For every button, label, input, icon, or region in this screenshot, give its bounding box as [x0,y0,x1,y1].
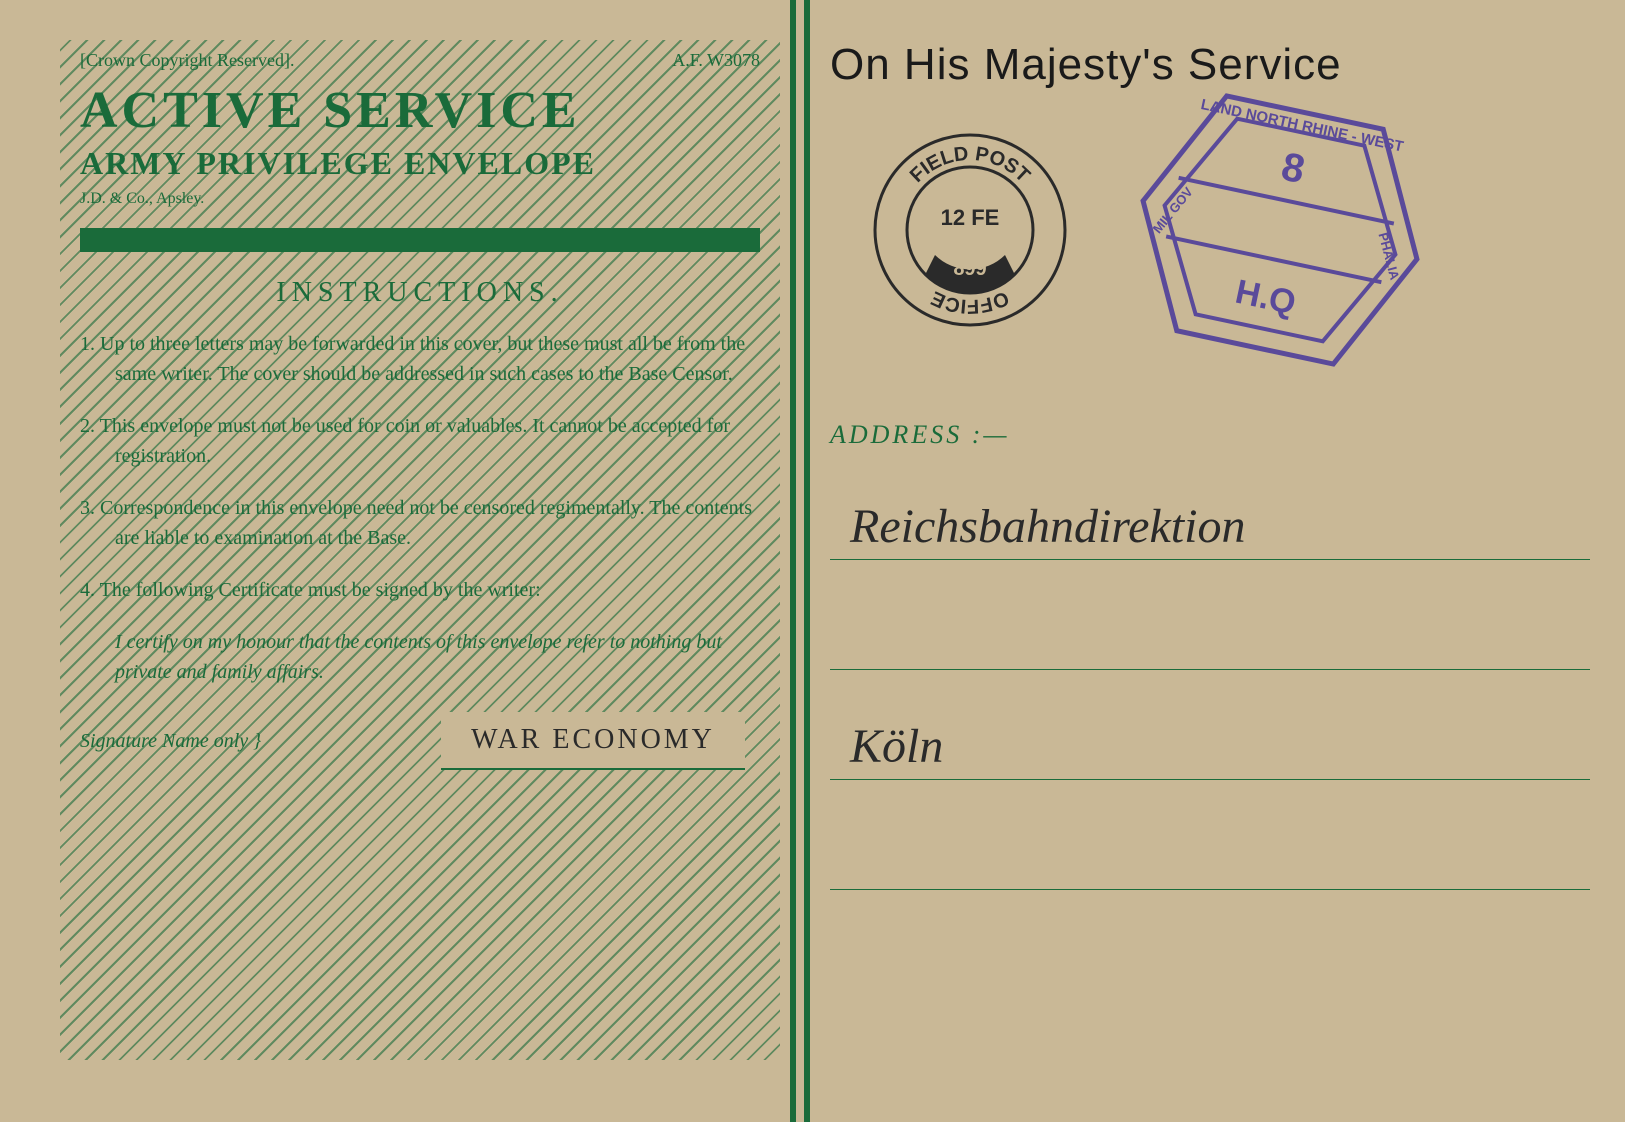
hex-number: 8 [1278,145,1309,193]
instructions-heading: INSTRUCTIONS. [80,277,760,309]
signature-row: Signature Name only } WAR ECONOMY [80,712,760,770]
field-post-office-stamp: FIELD POST OFFICE 12 FE 899 [870,130,1070,330]
svg-text:FIELD POST: FIELD POST [906,143,1034,187]
envelope: [Crown Copyright Reserved]. A.F. W3078 A… [0,0,1625,1122]
stamps-area: FIELD POST OFFICE 12 FE 899 LAND NORT [830,100,1590,380]
left-panel: [Crown Copyright Reserved]. A.F. W3078 A… [60,40,780,1060]
crown-copyright: [Crown Copyright Reserved]. [80,50,294,71]
green-bar [80,228,760,252]
signature-label: Signature Name only } [80,730,261,753]
hex-hq: H.Q [1232,273,1299,323]
vline-1 [790,0,796,1122]
left-text-block: [Crown Copyright Reserved]. A.F. W3078 A… [60,40,780,780]
war-economy-box: WAR ECONOMY [441,712,745,770]
instruction-1: 1. Up to three letters may be forwarded … [80,329,760,389]
instruction-2: 2. This envelope must not be used for co… [80,411,760,471]
hexagon-stamp: LAND NORTH RHINE - WEST MIL GOV PHALIA 8… [1092,50,1467,410]
stamp-top-text: FIELD POST [906,143,1034,187]
address-line-1: Reichsbahndirektion [830,470,1590,560]
address-line-2 [830,580,1590,670]
handwritten-city: Köln [850,719,943,774]
address-label: ADDRESS :— [830,420,1590,450]
vline-2 [804,0,810,1122]
instruction-4: 4. The following Certificate must be sig… [80,575,760,605]
form-number: A.F. W3078 [672,50,760,71]
stamp-number: 899 [953,258,986,280]
handwritten-recipient: Reichsbahndirektion [850,499,1245,554]
address-line-3: Köln [830,690,1590,780]
header-row: [Crown Copyright Reserved]. A.F. W3078 [80,50,760,71]
printer-credit: J.D. & Co., Apsley. [80,190,760,208]
title-active-service: ACTIVE SERVICE [80,81,760,140]
title-army-privilege: ARMY PRIVILEGE ENVELOPE [80,145,760,182]
right-panel: On His Majesty's Service FIELD POST OFFI… [830,40,1590,890]
stamp-date: 12 FE [941,205,1000,230]
instruction-3: 3. Correspondence in this envelope need … [80,493,760,553]
certify-statement: I certify on my honour that the contents… [80,627,760,687]
vertical-green-lines [790,0,814,1122]
address-line-4 [830,800,1590,890]
